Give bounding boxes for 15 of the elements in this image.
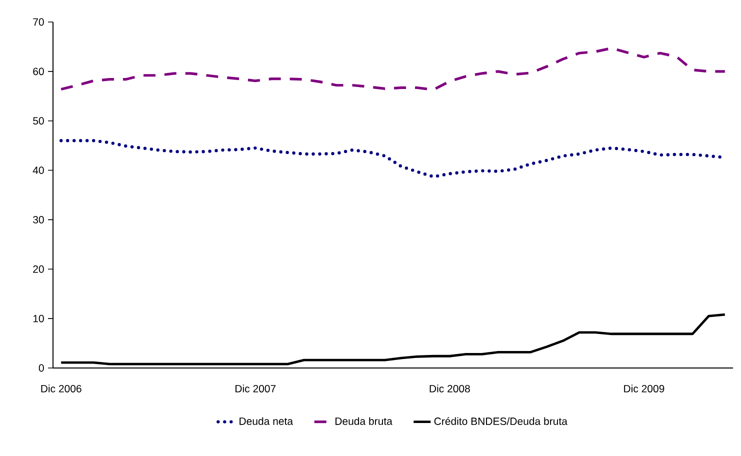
y-tick-label: 10: [33, 314, 44, 322]
x-tick-label: Dic 2009: [624, 384, 664, 392]
y-tick-label: 20: [33, 265, 44, 273]
x-tick-label: Dic 2006: [41, 384, 82, 392]
legend-label: Deuda neta: [240, 417, 294, 425]
y-tick-label: 30: [33, 216, 44, 224]
x-tick-label: Dic 2008: [430, 384, 470, 392]
legend-label: Deuda bruta: [335, 417, 392, 425]
y-tick-label: 50: [33, 117, 44, 125]
y-tick-label: 40: [32, 166, 44, 174]
x-tick-label: Dic 2007: [236, 384, 276, 392]
y-tick-label: 60: [33, 68, 44, 76]
y-tick-label: 0: [38, 364, 44, 372]
legend-label: Crédito BNDES/Deuda bruta: [434, 417, 568, 425]
y-tick-label: 70: [33, 18, 44, 26]
